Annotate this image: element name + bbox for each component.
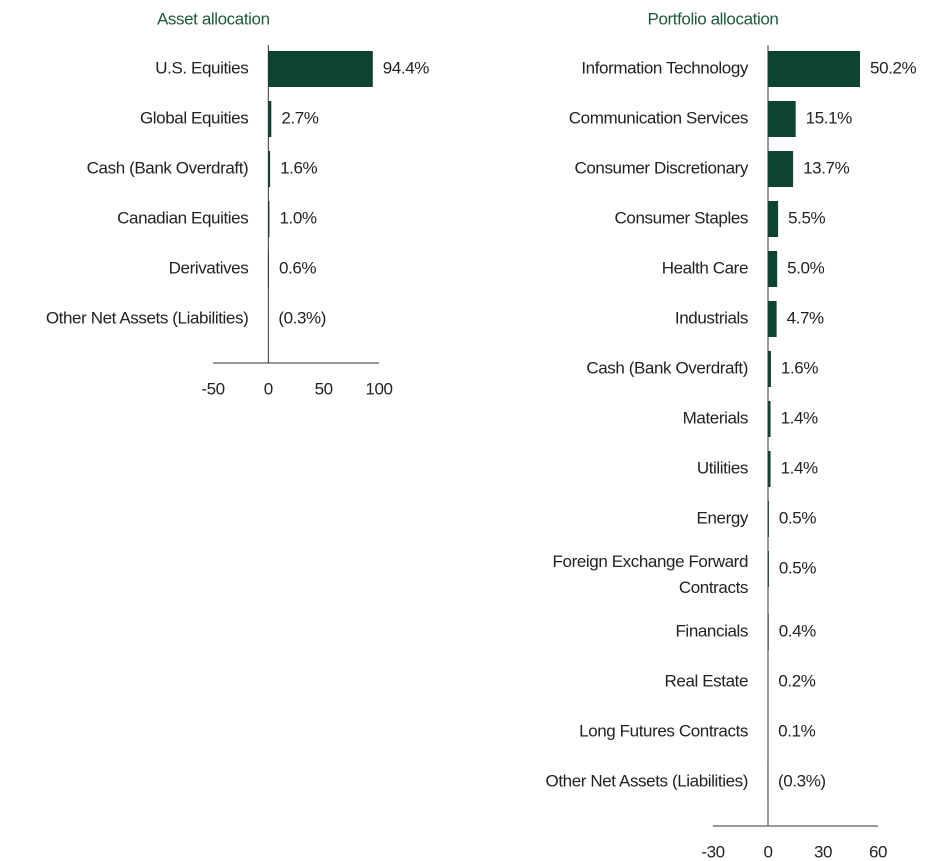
bar bbox=[768, 151, 794, 187]
category-label: Health Care bbox=[662, 258, 748, 277]
x-tick-label: 0 bbox=[264, 379, 273, 398]
category-label: Long Futures Contracts bbox=[579, 721, 748, 740]
category-label: Global Equities bbox=[140, 108, 248, 127]
category-label: Cash (Bank Overdraft) bbox=[87, 158, 249, 177]
category-label: Derivatives bbox=[169, 258, 249, 277]
value-label: 1.0% bbox=[279, 208, 316, 227]
category-label: Foreign Exchange Forward Contracts bbox=[553, 552, 748, 597]
bar bbox=[768, 251, 778, 287]
category-label: U.S. Equities bbox=[155, 58, 248, 77]
category-label: Consumer Staples bbox=[615, 208, 748, 227]
value-label: 1.6% bbox=[280, 158, 317, 177]
value-label: 13.7% bbox=[803, 158, 849, 177]
value-label: 0.5% bbox=[779, 508, 816, 527]
chart-title: Portfolio allocation bbox=[648, 9, 779, 28]
value-label: (0.3%) bbox=[278, 308, 326, 327]
value-label: 0.5% bbox=[779, 558, 816, 577]
bar bbox=[268, 151, 271, 187]
category-label: Other Net Assets (Liabilities) bbox=[546, 771, 748, 790]
bar bbox=[268, 101, 272, 137]
value-label: 50.2% bbox=[870, 58, 916, 77]
category-label: Cash (Bank Overdraft) bbox=[586, 358, 748, 377]
value-label: 5.5% bbox=[788, 208, 825, 227]
x-tick-label: 100 bbox=[365, 379, 392, 398]
value-label: 0.2% bbox=[778, 671, 815, 690]
category-label: Real Estate bbox=[665, 671, 748, 690]
bar bbox=[768, 401, 771, 437]
category-label: Information Technology bbox=[581, 58, 749, 77]
x-tick-label: 30 bbox=[814, 842, 832, 861]
value-label: (0.3%) bbox=[778, 771, 826, 790]
value-label: 0.4% bbox=[779, 621, 816, 640]
category-label: Materials bbox=[683, 408, 748, 427]
value-label: 0.6% bbox=[279, 258, 316, 277]
x-tick-label: 50 bbox=[315, 379, 333, 398]
x-tick-label: -50 bbox=[201, 379, 224, 398]
value-label: 1.6% bbox=[781, 358, 818, 377]
bar bbox=[768, 351, 771, 387]
x-tick-label: 0 bbox=[763, 842, 772, 861]
category-label: Canadian Equities bbox=[117, 208, 248, 227]
bar bbox=[768, 201, 779, 237]
value-label: 1.4% bbox=[781, 408, 818, 427]
x-tick-label: -30 bbox=[701, 842, 724, 861]
category-label: Communication Services bbox=[569, 108, 748, 127]
category-label: Consumer Discretionary bbox=[574, 158, 748, 177]
bar bbox=[768, 451, 771, 487]
bar bbox=[268, 51, 373, 87]
value-label: 5.0% bbox=[787, 258, 824, 277]
category-label: Industrials bbox=[675, 308, 748, 327]
chart-title: Asset allocation bbox=[157, 9, 270, 28]
bar bbox=[768, 101, 796, 137]
value-label: 1.4% bbox=[781, 458, 818, 477]
bar bbox=[768, 301, 777, 337]
bar bbox=[768, 51, 861, 87]
value-label: 2.7% bbox=[281, 108, 318, 127]
x-tick-label: 60 bbox=[869, 842, 887, 861]
value-label: 15.1% bbox=[806, 108, 852, 127]
category-label: Financials bbox=[675, 621, 748, 640]
category-label: Utilities bbox=[697, 458, 748, 477]
category-label: Energy bbox=[697, 508, 749, 527]
bar bbox=[268, 201, 270, 237]
category-label: Other Net Assets (Liabilities) bbox=[46, 308, 248, 327]
value-label: 0.1% bbox=[778, 721, 815, 740]
value-label: 94.4% bbox=[383, 58, 429, 77]
value-label: 4.7% bbox=[787, 308, 824, 327]
